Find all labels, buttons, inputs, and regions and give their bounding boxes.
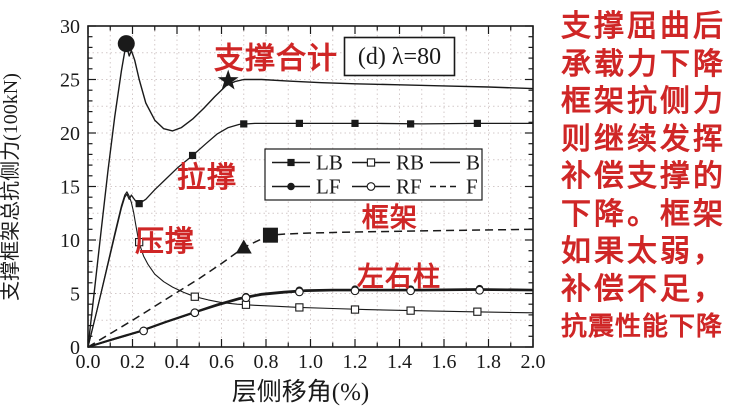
side-annotation-text-block: 支撑屈曲后承载力下降框架抗侧力则继续发挥补偿支撑的下降。框架如果太弱， 补偿不足，… xyxy=(561,8,743,346)
plot-border xyxy=(87,25,534,348)
side-text-line: 承载力下降 xyxy=(561,47,726,81)
x-tick-label: 2.0 xyxy=(521,351,546,373)
legend-label: LF xyxy=(316,175,341,199)
series-B xyxy=(87,46,534,348)
x-tick-label: 1.8 xyxy=(476,351,501,373)
side-text-line: 支撑屈曲后 xyxy=(561,10,726,43)
series-marker-RB xyxy=(295,303,304,312)
legend-marker-LF xyxy=(287,182,295,191)
series-marker-RB xyxy=(190,292,199,301)
series-marker-RF xyxy=(406,286,415,296)
series-line-LB xyxy=(87,122,533,348)
x-tick-label: 1.6 xyxy=(432,351,457,373)
chart-title: (d) λ=80 xyxy=(358,44,441,70)
x-tick-label: 1.0 xyxy=(298,351,323,373)
series-marker-RF xyxy=(295,287,304,297)
legend: LB RB B LF RF F xyxy=(264,148,483,201)
series-line-B xyxy=(87,46,534,348)
series-marker-RB xyxy=(135,237,144,247)
plot-label: 压撑 xyxy=(135,225,195,258)
star-marker xyxy=(217,69,239,90)
chart-plot: 0.0 0.2 0.4 0.6 0.8 1.0 1.2 1.4 1.6 1.8 2.0 0 5 10 15 2… xyxy=(0,16,546,406)
x-tick-label: 1.2 xyxy=(343,351,368,373)
x-tick-label: 0.4 xyxy=(165,351,190,373)
peak-circle-marker xyxy=(117,35,135,53)
x-tick-label: 0.2 xyxy=(120,351,145,373)
series-marker-RF xyxy=(139,326,148,336)
legend-marker-RB xyxy=(366,158,376,167)
series-LB xyxy=(87,119,533,348)
y-axis-title: 支撑框架总抗侧力(100kN) xyxy=(0,73,22,301)
x-tick-label: 0.8 xyxy=(254,351,279,373)
legend-label: B xyxy=(466,151,480,175)
series-marker-RB xyxy=(406,306,415,315)
series-marker-LB xyxy=(407,120,415,128)
y-tick-label: 20 xyxy=(60,123,80,145)
series-marker-RB xyxy=(473,307,482,316)
side-text-line: 补偿支撑的 xyxy=(561,160,726,193)
series-marker-LB xyxy=(351,119,359,127)
series-marker-LB xyxy=(295,119,303,127)
series-marker-RB xyxy=(241,300,251,309)
title-box xyxy=(343,36,456,77)
y-tick-label: 30 xyxy=(60,16,80,38)
plot-label: 框架 xyxy=(362,203,418,233)
x-tick-label: 1.4 xyxy=(387,351,412,373)
series-marker-RB xyxy=(350,305,360,314)
plot-label: 支撑合计 xyxy=(214,42,338,76)
series-marker-LB xyxy=(473,119,481,127)
y-tick-label: 25 xyxy=(60,70,80,92)
y-tick-label: 5 xyxy=(70,284,80,306)
annotation-markers xyxy=(117,35,278,254)
y-tick-label: 10 xyxy=(60,230,80,252)
legend-label: RF xyxy=(396,175,422,199)
series-marker-LB xyxy=(240,120,248,128)
series-marker-RF xyxy=(190,308,200,318)
side-text-line: 抗震性能下降 xyxy=(561,312,724,341)
side-text-line: 补偿不足， xyxy=(561,272,726,306)
legend-marker-LB xyxy=(287,158,295,167)
legend-label: F xyxy=(466,175,478,199)
side-text-line: 框架抗侧力 xyxy=(561,85,726,118)
series-marker-RF xyxy=(475,285,484,295)
y-tick-label: 0 xyxy=(70,337,80,359)
x-axis-title: 层侧移角(%) xyxy=(232,378,369,406)
side-text-line: 下降。框架 xyxy=(561,197,726,231)
side-text-line: 如果太弱， xyxy=(561,235,726,268)
legend-box xyxy=(264,148,483,201)
x-tick-label: 0.6 xyxy=(209,351,234,373)
y-tick-label: 15 xyxy=(60,177,80,199)
plot-label: 拉撑 xyxy=(177,160,237,194)
x-tick-label: 0.0 xyxy=(76,351,101,373)
series-marker-LB xyxy=(188,151,197,160)
triangle-marker xyxy=(235,239,252,254)
plot-label: 左右柱 xyxy=(357,262,441,292)
side-text-line: 则继续发挥 xyxy=(561,122,726,156)
legend-label: RB xyxy=(396,151,424,175)
tick-labels: 0.0 0.2 0.4 0.6 0.8 1.0 1.2 1.4 1.6 1.8 2.0 0 5 10 15 2… xyxy=(60,16,546,373)
legend-label: LB xyxy=(316,151,343,175)
series-marker-LB xyxy=(135,200,143,208)
square-marker xyxy=(262,227,278,243)
legend-marker-RF xyxy=(366,182,376,191)
series-marker-RF xyxy=(241,293,251,303)
series-marker-RF xyxy=(350,286,360,296)
series-RB xyxy=(87,191,534,348)
series-RF xyxy=(87,285,534,348)
